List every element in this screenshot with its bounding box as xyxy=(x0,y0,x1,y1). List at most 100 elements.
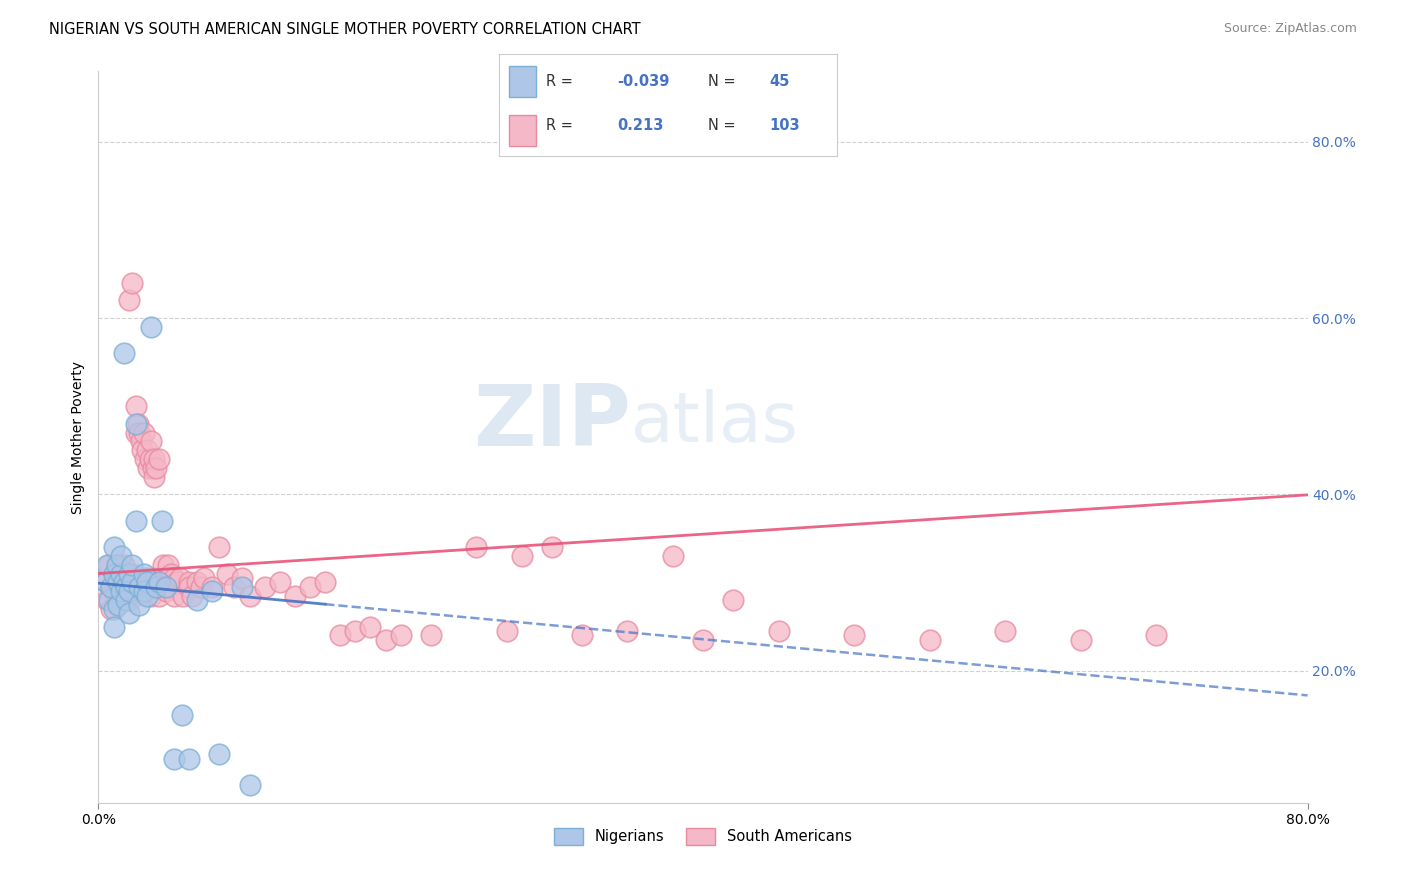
Point xyxy=(94,575,117,590)
Point xyxy=(299,580,322,594)
Point xyxy=(98,593,121,607)
Point xyxy=(118,584,141,599)
Legend: Nigerians, South Americans: Nigerians, South Americans xyxy=(548,822,858,850)
Point xyxy=(146,580,169,594)
Point xyxy=(111,575,134,590)
Text: N =: N = xyxy=(709,118,735,133)
Text: 0.213: 0.213 xyxy=(617,118,664,133)
Point xyxy=(141,320,163,334)
Point xyxy=(103,584,125,599)
Point xyxy=(121,276,143,290)
Point xyxy=(284,589,307,603)
Point xyxy=(135,575,157,590)
Point xyxy=(121,558,143,572)
Point xyxy=(253,580,276,594)
Point xyxy=(103,540,125,554)
Point xyxy=(118,566,141,581)
Point xyxy=(142,461,165,475)
Point xyxy=(155,571,177,585)
Point xyxy=(125,514,148,528)
Point xyxy=(143,452,166,467)
Point xyxy=(231,580,253,594)
Point xyxy=(186,593,208,607)
Point xyxy=(132,571,155,585)
Point xyxy=(107,575,129,590)
Point xyxy=(269,575,291,590)
Point xyxy=(155,580,177,594)
Point xyxy=(110,566,132,581)
Point xyxy=(155,584,177,599)
Bar xyxy=(509,66,536,96)
Point xyxy=(98,558,121,572)
Point xyxy=(918,632,941,647)
Point xyxy=(128,580,150,594)
Point xyxy=(145,571,167,585)
Point xyxy=(114,571,136,585)
Point xyxy=(1144,628,1167,642)
Point xyxy=(156,558,179,572)
Point xyxy=(100,580,122,594)
Point xyxy=(132,584,155,599)
Point xyxy=(111,566,134,581)
Point xyxy=(616,624,638,638)
Point xyxy=(344,624,367,638)
Point xyxy=(389,628,412,642)
Point xyxy=(153,580,176,594)
Point xyxy=(107,575,129,590)
Point xyxy=(121,575,143,590)
Point xyxy=(179,580,201,594)
Point xyxy=(103,566,125,581)
Point xyxy=(107,566,129,581)
Point xyxy=(125,425,148,440)
Text: NIGERIAN VS SOUTH AMERICAN SINGLE MOTHER POVERTY CORRELATION CHART: NIGERIAN VS SOUTH AMERICAN SINGLE MOTHER… xyxy=(49,22,641,37)
Point xyxy=(128,425,150,440)
Point xyxy=(110,580,132,594)
Point xyxy=(135,443,157,458)
Point xyxy=(495,624,517,638)
Point xyxy=(118,607,141,621)
Point xyxy=(128,580,150,594)
Point xyxy=(186,575,208,590)
Point xyxy=(112,575,135,590)
Point xyxy=(120,575,142,590)
Point xyxy=(208,747,231,762)
Point xyxy=(190,580,212,594)
Point xyxy=(465,540,488,554)
Point xyxy=(107,598,129,612)
Text: R =: R = xyxy=(547,74,574,88)
Text: 45: 45 xyxy=(769,74,789,88)
Point xyxy=(166,575,188,590)
Point xyxy=(114,593,136,607)
Point xyxy=(136,461,159,475)
Point xyxy=(110,584,132,599)
Point xyxy=(115,575,138,590)
Point xyxy=(122,566,145,581)
Point xyxy=(150,580,173,594)
Point xyxy=(114,580,136,594)
Point xyxy=(224,580,246,594)
Point xyxy=(141,434,163,449)
Point xyxy=(94,575,117,590)
Point xyxy=(169,571,191,585)
Text: atlas: atlas xyxy=(630,389,799,456)
Point xyxy=(96,593,118,607)
Point xyxy=(179,575,201,590)
Point xyxy=(105,598,128,612)
Point xyxy=(374,632,396,647)
Point xyxy=(100,602,122,616)
Point xyxy=(152,558,174,572)
Point xyxy=(105,558,128,572)
Point xyxy=(131,443,153,458)
Point xyxy=(172,589,194,603)
Point xyxy=(360,619,382,633)
Point xyxy=(148,575,170,590)
Point xyxy=(125,399,148,413)
Point xyxy=(150,514,173,528)
Point xyxy=(125,417,148,431)
Point xyxy=(139,452,162,467)
Point xyxy=(768,624,790,638)
Point xyxy=(215,566,238,581)
Point xyxy=(179,752,201,766)
Point xyxy=(692,632,714,647)
Point xyxy=(994,624,1017,638)
